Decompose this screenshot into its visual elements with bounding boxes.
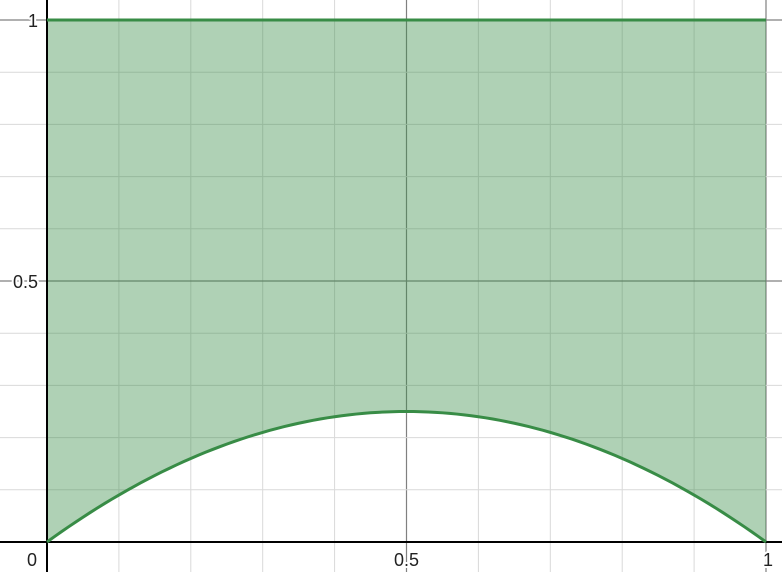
- label-layer: 0 0.5 1 0.5 1: [11, 9, 775, 572]
- shaded-region: [47, 20, 766, 542]
- series-line-lower: [46, 410, 767, 544]
- x-tick-label: 0: [27, 550, 37, 570]
- line-layer: [46, 18, 767, 544]
- x-tick-label: 1: [763, 550, 773, 570]
- fill-layer: [47, 20, 766, 542]
- y-tick-label: 0.5: [13, 272, 38, 292]
- y-tick-label: 1: [28, 11, 38, 31]
- x-tick-label: 0.5: [394, 550, 419, 570]
